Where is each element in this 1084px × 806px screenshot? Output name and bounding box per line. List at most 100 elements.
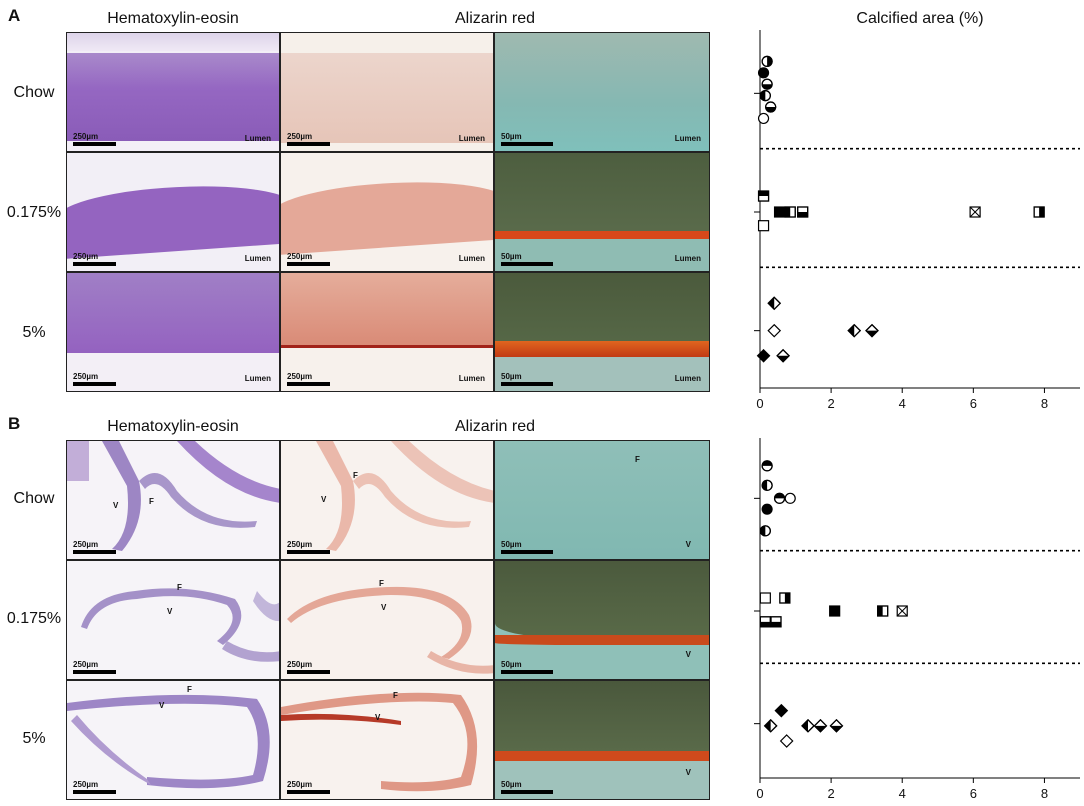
zoom-image-0175: 50µm Lumen xyxy=(494,152,710,272)
scale-bar: 250µm xyxy=(287,660,330,674)
data-point xyxy=(784,206,796,218)
data-point xyxy=(759,525,771,537)
fibrosa-label: F xyxy=(635,455,640,464)
data-point xyxy=(761,479,773,491)
x-tick-label: 0 xyxy=(756,396,763,411)
data-point xyxy=(847,323,862,338)
ventricularis-label: V xyxy=(685,768,691,777)
plot-title: Calcified area (%) xyxy=(856,10,984,27)
scale-bar: 250µm xyxy=(73,132,116,146)
fibrosa-label: F xyxy=(187,685,192,694)
fibrosa-label: F xyxy=(353,471,358,480)
data-point xyxy=(865,323,879,338)
ventricularis-label: V xyxy=(685,540,691,549)
data-point xyxy=(779,592,791,604)
scale-bar: 50µm xyxy=(501,660,553,674)
x-tick-label: 2 xyxy=(827,396,834,411)
scale-bar: 50µm xyxy=(501,132,553,146)
scale-bar: 250µm xyxy=(73,372,116,386)
ventricularis-label: V xyxy=(375,713,381,722)
alizarin-image-5pct: 250µm Lumen xyxy=(280,272,494,392)
data-point xyxy=(896,605,908,617)
fibrosa-label: F xyxy=(177,583,182,592)
x-tick-label: 8 xyxy=(1041,786,1048,801)
scale-bar: 250µm xyxy=(287,780,330,794)
data-point xyxy=(801,718,815,733)
alizarin-image-0175: 250µm Lumen xyxy=(280,152,494,272)
lumen-label: Lumen xyxy=(244,374,271,383)
fibrosa-label: F xyxy=(149,497,154,506)
data-point xyxy=(779,734,794,748)
data-point xyxy=(761,460,773,472)
he-image-5pct: 250µm Lumen xyxy=(66,272,280,392)
column-title-alizarin-b: Alizarin red xyxy=(454,418,536,435)
ventricularis-label: V xyxy=(381,603,387,612)
ventricularis-label: V xyxy=(113,501,119,510)
scale-bar: 50µm xyxy=(501,540,553,554)
alizarin-valve-image-5pct: F V 250µm xyxy=(280,680,494,800)
lumen-label: Lumen xyxy=(458,254,485,263)
row-label-chow-b: Chow xyxy=(13,490,55,507)
alizarin-valve-image-0175: F V 250µm xyxy=(280,560,494,680)
data-point xyxy=(761,55,773,67)
lumen-label: Lumen xyxy=(458,374,485,383)
data-point xyxy=(761,503,773,515)
scale-bar: 250µm xyxy=(73,540,116,554)
scale-bar: 250µm xyxy=(287,372,330,386)
zoom-valve-image-5pct: V 50µm xyxy=(494,680,710,800)
row-label-0175-b: 0.175% xyxy=(6,610,62,627)
scale-bar: 250µm xyxy=(73,660,116,674)
data-point xyxy=(757,112,770,125)
data-point xyxy=(763,718,778,733)
x-tick-label: 0 xyxy=(756,786,763,801)
data-point xyxy=(767,296,782,311)
data-point xyxy=(757,67,770,79)
x-tick-label: 4 xyxy=(899,396,906,411)
calcified-area-plot-a: 0 2 4 6 8 xyxy=(754,30,1080,411)
data-point xyxy=(774,703,789,718)
fibrosa-label: F xyxy=(379,579,384,588)
data-point xyxy=(759,90,771,102)
lumen-label: Lumen xyxy=(674,134,701,143)
data-point xyxy=(1033,206,1045,218)
scale-bar: 250µm xyxy=(73,780,116,794)
scale-bar: 250µm xyxy=(287,540,330,554)
ventricularis-label: V xyxy=(167,607,173,616)
scale-bar: 250µm xyxy=(73,252,116,266)
he-valve-image-chow: F V 250µm xyxy=(66,440,280,560)
data-point xyxy=(829,605,841,617)
row-label-5pct-b: 5% xyxy=(22,730,46,747)
zoom-valve-image-chow: F V 50µm xyxy=(494,440,710,560)
scale-bar: 250µm xyxy=(287,252,330,266)
data-point xyxy=(773,492,786,504)
data-point xyxy=(877,605,889,617)
column-title-he-b: Hematoxylin-eosin xyxy=(107,418,239,435)
data-point xyxy=(770,616,782,628)
scale-bar: 50µm xyxy=(501,252,553,266)
data-point xyxy=(773,206,786,218)
alizarin-valve-image-chow: F V 250µm xyxy=(280,440,494,560)
he-valve-image-5pct: F V 250µm xyxy=(66,680,280,800)
ventricularis-label: V xyxy=(159,701,165,710)
data-point xyxy=(776,348,790,363)
zoom-image-5pct: 50µm Lumen xyxy=(494,272,710,392)
row-label-0175: 0.175% xyxy=(6,204,62,221)
x-tick-label: 4 xyxy=(899,786,906,801)
alizarin-image-chow: 250µm Lumen xyxy=(280,32,494,152)
data-point xyxy=(797,206,809,218)
zoom-image-chow: 50µm Lumen xyxy=(494,32,710,152)
x-tick-label: 6 xyxy=(970,786,977,801)
calcified-area-plot-b: 0 2 4 6 8 xyxy=(754,438,1080,801)
lumen-label: Lumen xyxy=(458,134,485,143)
lumen-label: Lumen xyxy=(674,254,701,263)
fibrosa-label: F xyxy=(393,691,398,700)
data-point xyxy=(765,101,777,113)
column-title-he: Hematoxylin-eosin xyxy=(107,10,239,27)
zoom-valve-image-0175: V 50µm xyxy=(494,560,710,680)
row-label-5pct: 5% xyxy=(22,324,46,341)
data-point xyxy=(829,718,844,733)
panel-letter-b: B xyxy=(8,414,21,433)
row-label-chow: Chow xyxy=(13,84,55,101)
x-tick-label: 6 xyxy=(970,396,977,411)
data-point xyxy=(759,616,771,628)
